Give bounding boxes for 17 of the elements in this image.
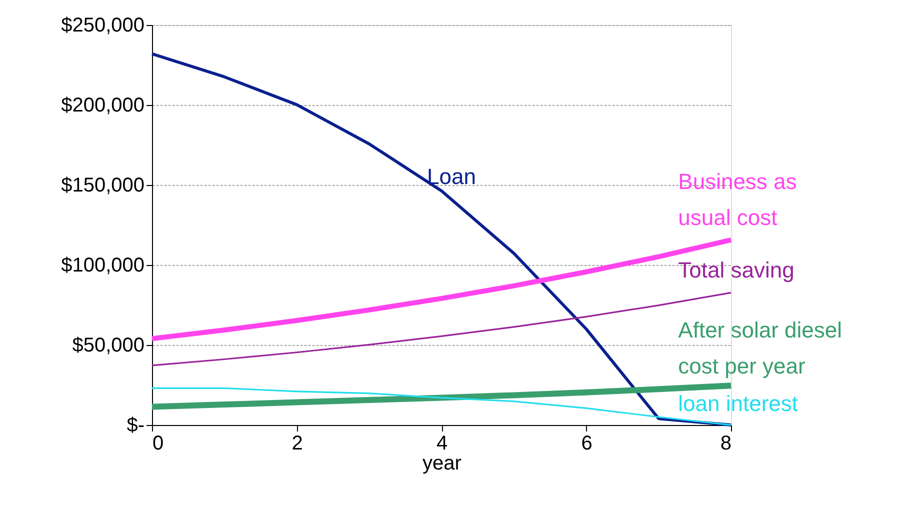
y-tick-label: $250,000 (61, 14, 144, 36)
y-tick-label: $50,000 (72, 334, 144, 356)
y-tick-label: $150,000 (61, 174, 144, 196)
x-tick-label: 4 (436, 432, 448, 454)
series-label: After solar diesel cost per year (678, 318, 842, 379)
x-axis-title: year (422, 452, 462, 474)
y-tick-label: $100,000 (61, 254, 144, 276)
x-tick-label: 6 (581, 432, 592, 454)
x-tick-label: 2 (292, 432, 303, 454)
series-label: loan interest (678, 391, 798, 416)
y-tick-label: $200,000 (61, 94, 144, 116)
series-label: Loan (427, 164, 476, 189)
series-label: Total saving (678, 258, 794, 283)
series-label: Business as usual cost (678, 168, 797, 230)
y-tick-label: $- (126, 414, 144, 436)
x-tick-label: 8 (720, 432, 732, 454)
x-tick-label: 0 (152, 432, 164, 454)
